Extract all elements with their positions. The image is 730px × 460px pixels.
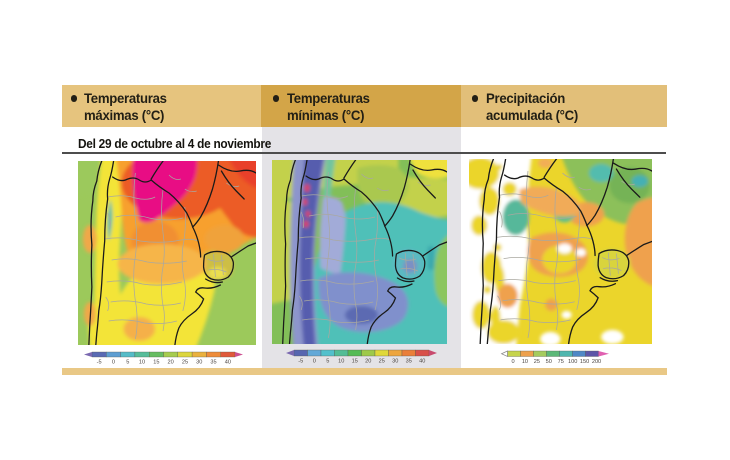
- svg-text:10: 10: [338, 359, 344, 365]
- svg-text:20: 20: [365, 359, 371, 365]
- svg-text:200: 200: [592, 359, 601, 365]
- svg-text:-5: -5: [298, 359, 303, 365]
- svg-text:30: 30: [196, 360, 202, 366]
- svg-text:35: 35: [210, 360, 216, 366]
- svg-text:5: 5: [126, 360, 129, 366]
- svg-text:30: 30: [392, 359, 398, 365]
- svg-text:50: 50: [546, 359, 552, 365]
- svg-text:15: 15: [153, 360, 159, 366]
- svg-text:10: 10: [139, 360, 145, 366]
- svg-text:35: 35: [406, 359, 412, 365]
- svg-text:0: 0: [313, 359, 316, 365]
- svg-text:25: 25: [379, 359, 385, 365]
- svg-text:75: 75: [558, 359, 564, 365]
- svg-text:-5: -5: [97, 360, 102, 366]
- svg-text:15: 15: [352, 359, 358, 365]
- svg-text:150: 150: [580, 359, 589, 365]
- svg-text:40: 40: [225, 360, 231, 366]
- svg-text:20: 20: [168, 360, 174, 366]
- svg-text:40: 40: [419, 359, 425, 365]
- svg-text:0: 0: [511, 359, 514, 365]
- svg-text:0: 0: [112, 360, 115, 366]
- svg-text:25: 25: [534, 359, 540, 365]
- svg-text:10: 10: [522, 359, 528, 365]
- svg-text:25: 25: [182, 360, 188, 366]
- svg-text:5: 5: [326, 359, 329, 365]
- svg-text:100: 100: [568, 359, 577, 365]
